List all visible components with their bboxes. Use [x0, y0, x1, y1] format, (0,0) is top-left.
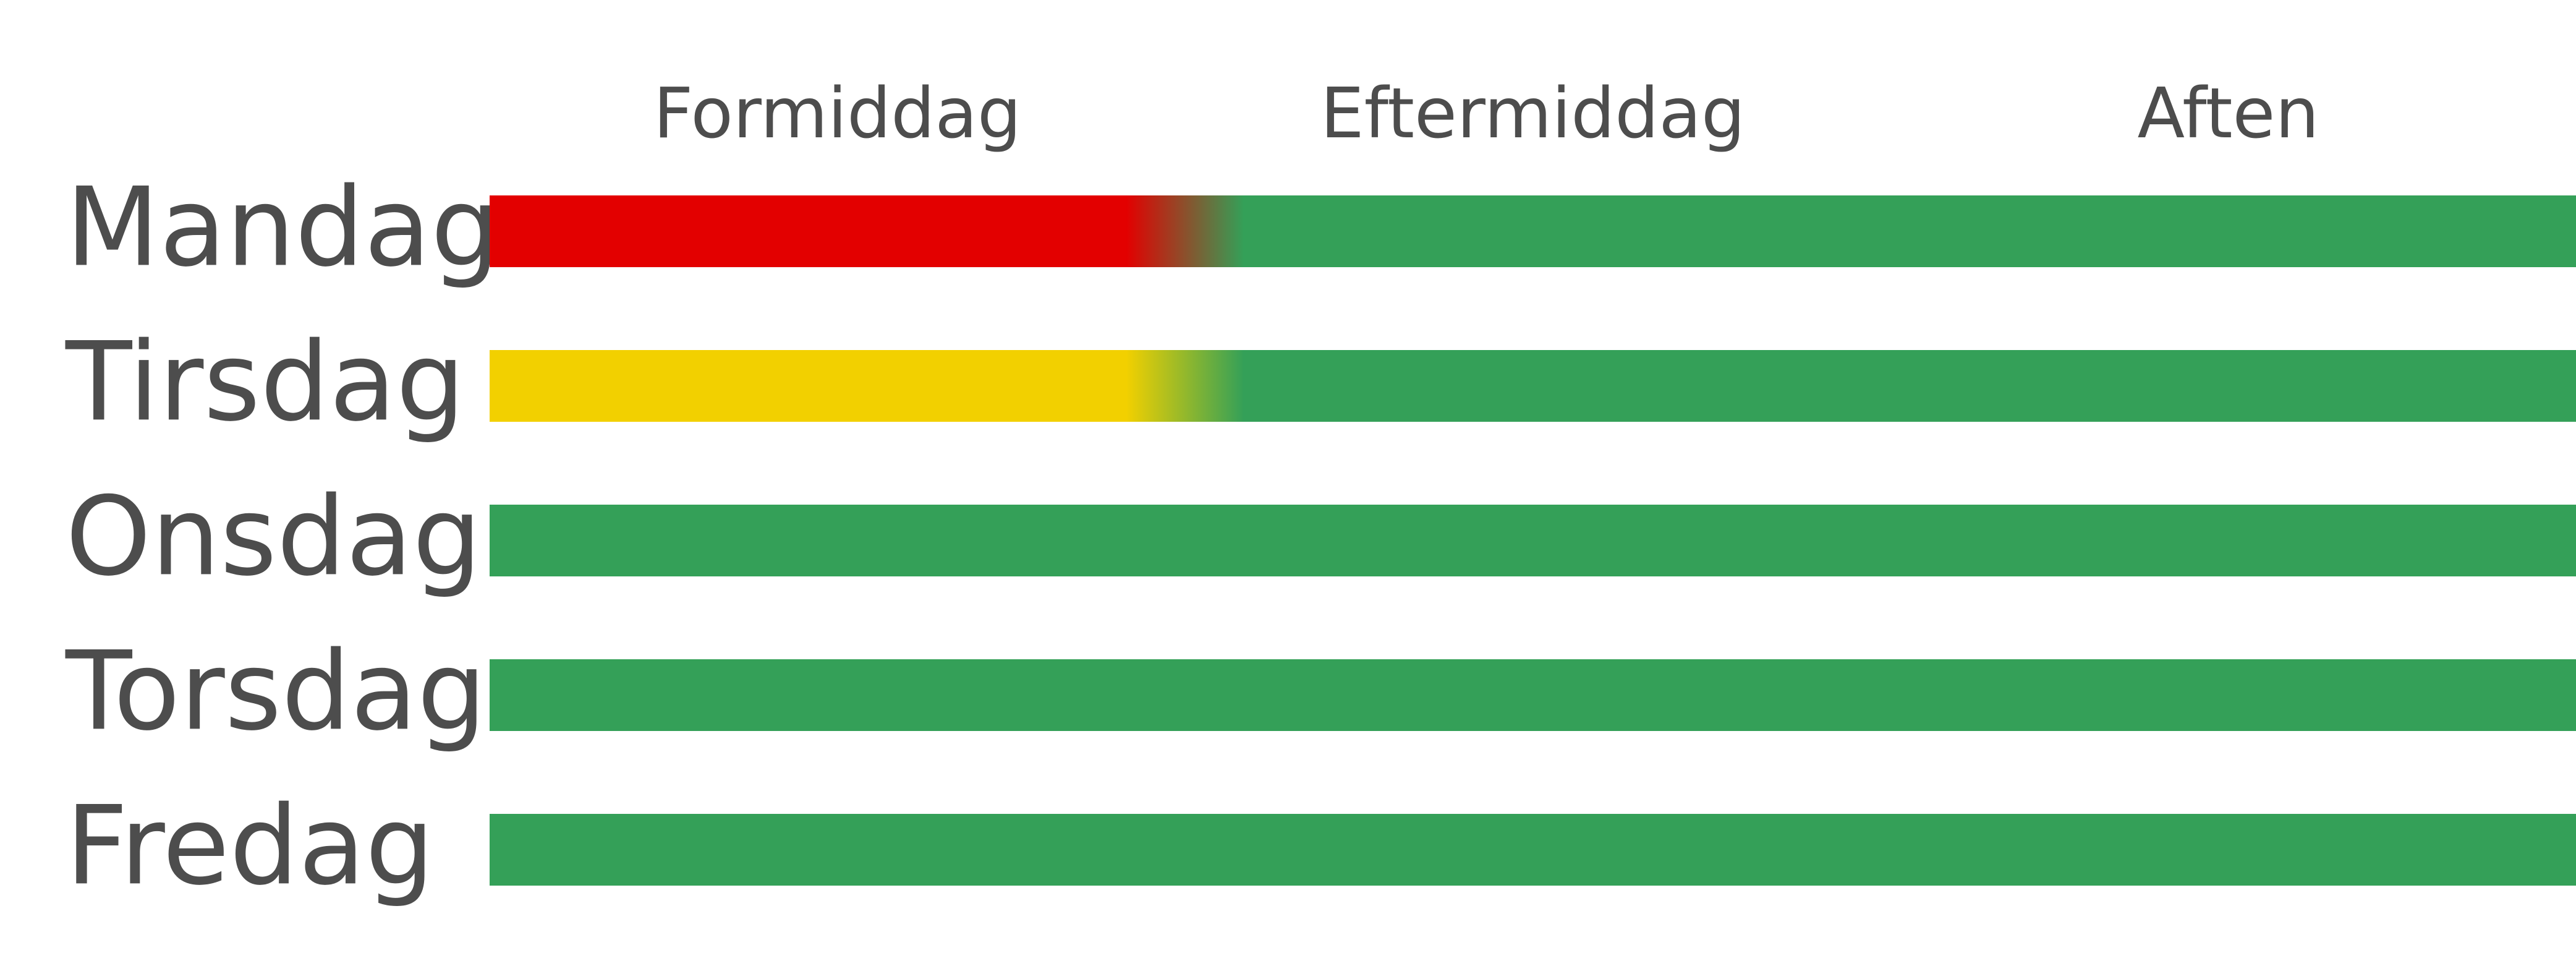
day-label: Mandag: [66, 164, 500, 291]
time-slot: [1881, 505, 2576, 576]
time-slot: [1185, 659, 1881, 731]
day-label: Onsdag: [66, 473, 482, 600]
time-slot: [1185, 195, 1881, 267]
column-header: Aften: [2138, 74, 2319, 154]
time-slot: [490, 350, 1186, 422]
time-slot: [1881, 814, 2576, 886]
time-slot: [1881, 195, 2576, 267]
time-slot: [1185, 350, 1881, 422]
time-slot: [1185, 505, 1881, 576]
time-slot: [490, 659, 1186, 731]
slot-transition: [1126, 350, 1244, 422]
time-slot: [1881, 659, 2576, 731]
day-label: Torsdag: [65, 628, 487, 755]
day-label: Tirsdag: [65, 318, 465, 445]
day-label: Fredag: [66, 782, 435, 909]
column-header: Eftermiddag: [1320, 74, 1745, 154]
time-slot: [490, 505, 1186, 576]
column-header: Formiddag: [653, 74, 1021, 154]
time-slot: [490, 195, 1186, 267]
time-slot: [1185, 814, 1881, 886]
time-slot: [1881, 350, 2576, 422]
time-slot: [490, 814, 1186, 886]
slot-transition: [1126, 195, 1244, 267]
